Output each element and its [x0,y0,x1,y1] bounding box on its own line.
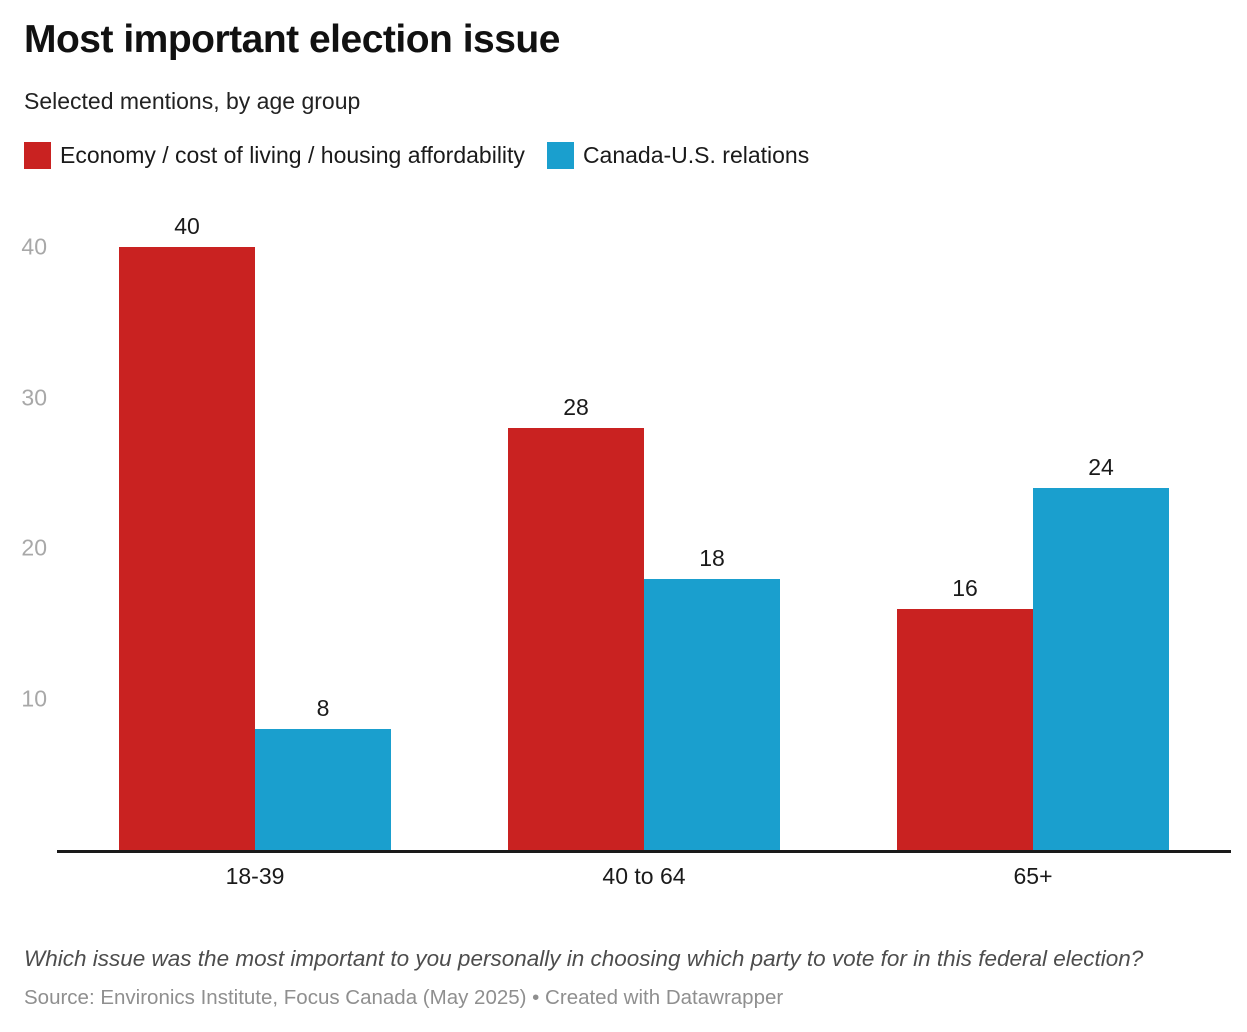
bar-relations-18-39 [255,729,391,850]
bar-value-label: 24 [1088,454,1114,481]
bar-wrap: 28 [508,393,644,850]
bar-relations-40-to-64 [644,578,780,850]
source-line: Source: Environics Institute, Focus Cana… [24,986,784,1010]
y-axis-tick-30: 30 [21,384,47,411]
x-axis-labels: 18-39 40 to 64 65+ [57,853,1231,890]
bar-wrap: 16 [897,574,1033,850]
legend: Economy / cost of living / housing affor… [24,141,1223,169]
bar-value-label: 16 [952,574,978,601]
legend-label-relations: Canada-U.S. relations [582,141,810,168]
bar-wrap: 40 [119,212,255,850]
bar-value-label: 28 [563,393,589,420]
footnote-question: Which issue was the most important to yo… [24,946,1144,971]
bar-economy-65-plus [897,608,1033,850]
bar-value-label: 18 [699,544,725,571]
y-axis-tick-20: 20 [21,534,47,561]
bar-wrap: 24 [1033,456,1169,850]
bar-group-65-plus: 16 24 [897,456,1169,850]
bar-relations-65-plus [1033,488,1169,850]
bar-chart: 10 20 30 40 40 8 28 18 [21,205,1231,890]
chart-header: Most important election issue Selected m… [0,0,1247,115]
bar-value-label: 40 [174,212,200,239]
chart-footer: Which issue was the most important to yo… [0,944,1247,1010]
y-axis-tick-10: 10 [21,685,47,712]
legend-item-relations: Canada-U.S. relations [546,141,810,169]
bar-wrap: 8 [255,697,391,850]
bar-value-label: 8 [316,695,330,722]
x-axis-label-40-to-64: 40 to 64 [602,862,686,889]
bar-group-40-to-64: 28 18 [508,393,780,850]
bar-economy-40-to-64 [508,427,644,850]
chart-subtitle: Selected mentions, by age group [24,87,361,114]
bar-economy-18-39 [119,246,255,850]
legend-swatch-economy [24,141,51,169]
chart-title: Most important election issue [24,18,560,61]
bar-wrap: 18 [644,544,780,850]
x-axis-label-18-39: 18-39 [225,862,285,889]
legend-item-economy: Economy / cost of living / housing affor… [24,141,525,169]
plot-area: 10 20 30 40 40 8 28 18 [21,205,1231,850]
legend-label-economy: Economy / cost of living / housing affor… [60,141,525,168]
x-axis-label-65-plus: 65+ [1013,862,1053,889]
legend-swatch-relations [546,141,574,169]
bar-group-18-39: 40 8 [119,212,391,850]
y-axis-tick-40: 40 [21,233,47,260]
x-axis-line [57,849,1231,853]
